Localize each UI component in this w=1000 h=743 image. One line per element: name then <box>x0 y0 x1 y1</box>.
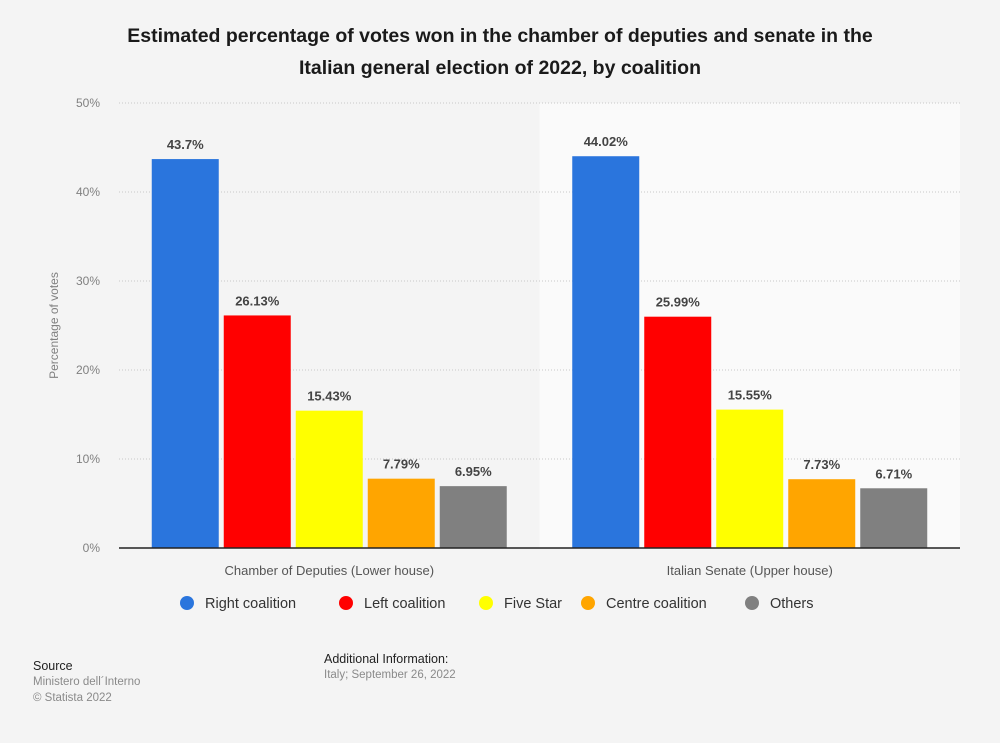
additional-info-block: Additional Information: Italy; September… <box>324 651 456 683</box>
x-category-label: Chamber of Deputies (Lower house) <box>224 563 434 578</box>
chart-title: Estimated percentage of votes won in the… <box>60 20 940 84</box>
y-tick-label: 20% <box>76 363 100 377</box>
chart-title-line-1: Estimated percentage of votes won in the… <box>127 25 873 47</box>
bar-right-coalition[interactable] <box>572 156 640 549</box>
bar-right-coalition[interactable] <box>151 159 219 548</box>
bar-chart: 0% 10% 20% 30% 40% 50% Percentage of votes 43… <box>47 96 960 612</box>
source-heading: Source <box>33 659 73 673</box>
legend-label: Five Star <box>504 596 562 612</box>
data-label: 26.13% <box>235 293 280 308</box>
legend-swatch-icon <box>339 596 353 610</box>
data-labels: 43.7% 26.13% 15.43% 7.79% 6.95% 44.02% 25.99% 1… <box>167 134 913 481</box>
bar-left-coalition[interactable] <box>644 316 712 548</box>
additional-info-heading[interactable]: Additional Information: <box>324 652 449 666</box>
bar-left-coalition[interactable] <box>223 315 291 548</box>
data-label: 44.02% <box>584 134 629 149</box>
legend-swatch-icon <box>479 596 493 610</box>
legend-item-right-coalition[interactable]: Right coalition <box>180 596 296 612</box>
bar-centre-coalition[interactable] <box>788 479 856 548</box>
data-label: 15.43% <box>307 389 352 404</box>
source-block: Source Ministero dell´Interno © Statista… <box>33 658 140 706</box>
data-label: 6.95% <box>455 464 492 479</box>
y-axis-ticks: 0% 10% 20% 30% 40% 50% <box>76 96 100 555</box>
legend-label: Centre coalition <box>606 596 707 612</box>
bar-five-star[interactable] <box>295 410 363 548</box>
bar-others[interactable] <box>439 486 507 548</box>
data-label: 7.79% <box>383 457 420 472</box>
y-tick-label: 10% <box>76 452 100 466</box>
y-axis-label: Percentage of votes <box>47 272 61 379</box>
data-label: 43.7% <box>167 137 204 152</box>
bar-others[interactable] <box>860 488 928 548</box>
y-tick-label: 0% <box>83 541 101 555</box>
data-label: 7.73% <box>803 457 840 472</box>
data-label: 6.71% <box>875 466 912 481</box>
data-label: 25.99% <box>656 295 701 310</box>
legend-swatch-icon <box>745 596 759 610</box>
legend: Right coalition Left coalition Five Star Ce… <box>180 596 814 612</box>
x-axis-category-labels: Chamber of Deputies (Lower house) Italian… <box>224 563 832 578</box>
chart-title-line-2: Italian general election of 2022, by coa… <box>298 57 702 79</box>
bar-five-star[interactable] <box>716 409 784 548</box>
source-name[interactable]: Ministero dell´Interno <box>33 676 141 688</box>
y-tick-label: 40% <box>76 185 100 199</box>
legend-item-left-coalition[interactable]: Left coalition <box>339 596 445 612</box>
copyright: © Statista 2022 <box>33 692 112 704</box>
data-label: 15.55% <box>728 388 773 403</box>
legend-label: Right coalition <box>205 596 296 612</box>
legend-item-centre-coalition[interactable]: Centre coalition <box>581 596 707 612</box>
legend-swatch-icon <box>581 596 595 610</box>
legend-item-five-star[interactable]: Five Star <box>479 596 562 612</box>
gridlines <box>119 102 960 460</box>
bar-centre-coalition[interactable] <box>367 478 435 548</box>
additional-info-text: Italy; September 26, 2022 <box>324 669 456 681</box>
legend-label: Left coalition <box>364 596 445 612</box>
y-tick-label: 50% <box>76 96 100 110</box>
y-tick-label: 30% <box>76 274 100 288</box>
legend-label: Others <box>770 596 814 612</box>
x-category-label: Italian Senate (Upper house) <box>667 563 833 578</box>
legend-swatch-icon <box>180 596 194 610</box>
legend-item-others[interactable]: Others <box>745 596 814 612</box>
bars <box>151 156 928 549</box>
